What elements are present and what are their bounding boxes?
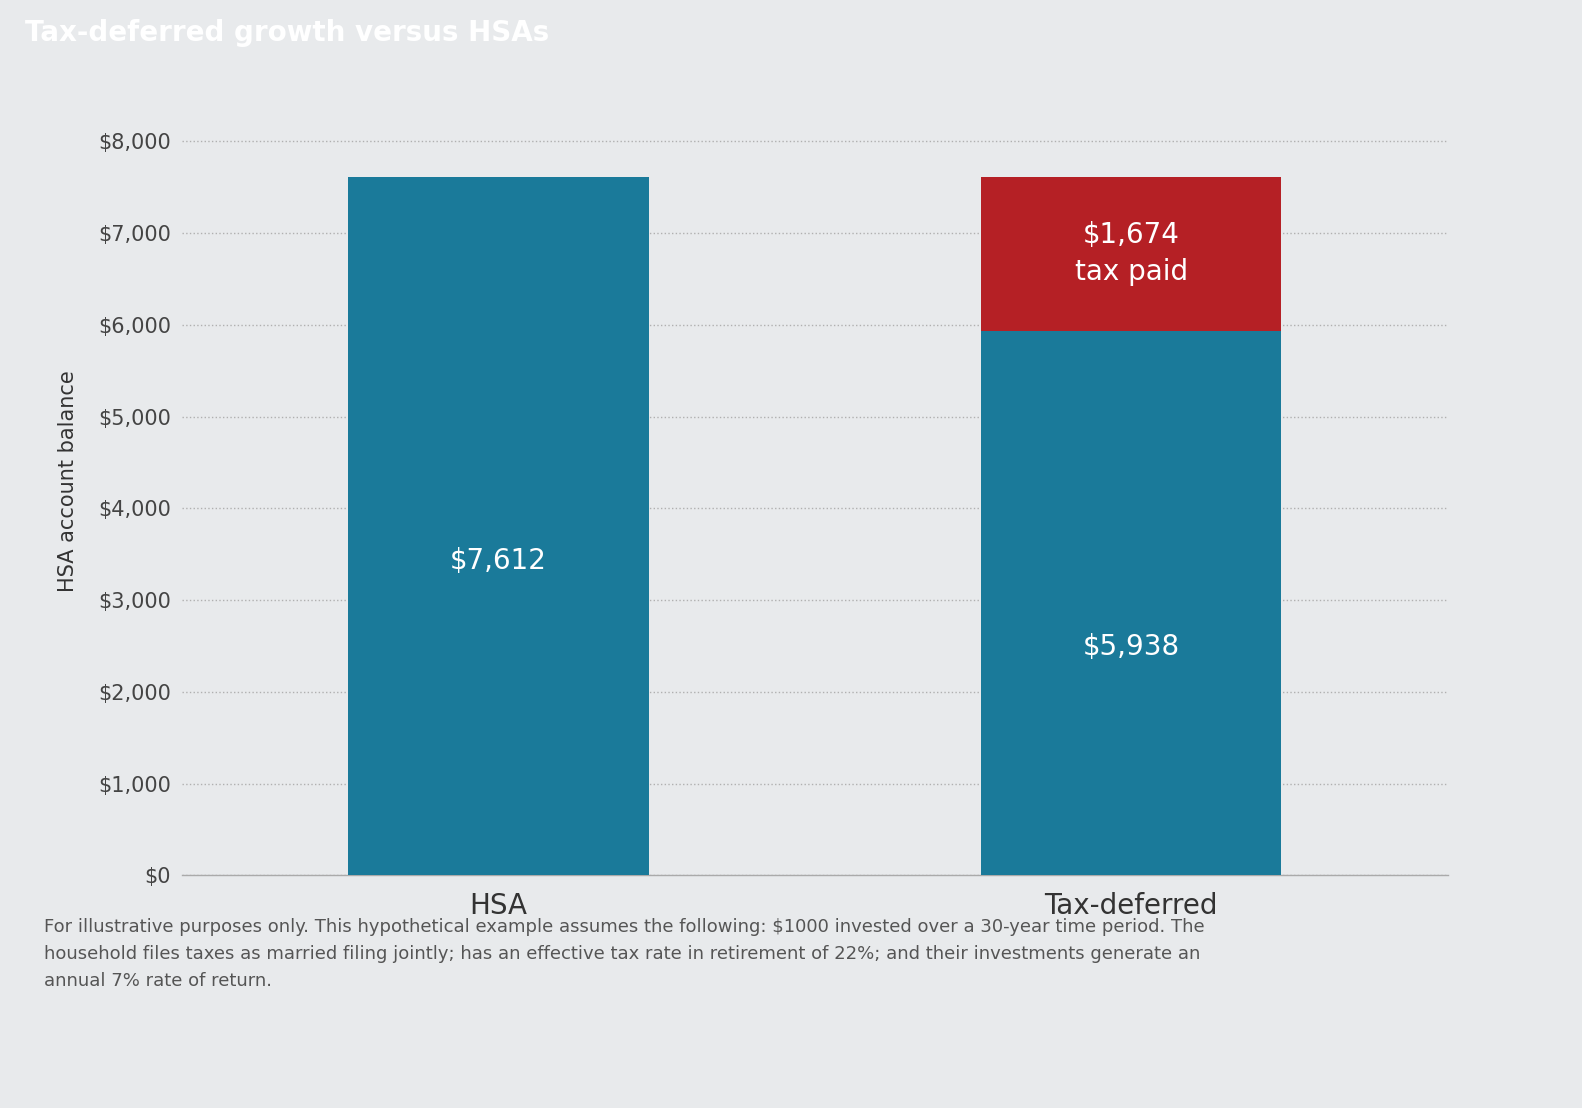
Text: For illustrative purposes only. This hypothetical example assumes the following:: For illustrative purposes only. This hyp…: [44, 917, 1205, 991]
Bar: [981, 330, 1281, 875]
Bar: [348, 177, 649, 875]
Bar: [981, 177, 1281, 330]
Text: $7,612: $7,612: [449, 547, 547, 575]
Text: $1,674
tax paid: $1,674 tax paid: [1074, 222, 1188, 286]
Y-axis label: HSA account balance: HSA account balance: [59, 370, 79, 592]
Text: Tax-deferred growth versus HSAs: Tax-deferred growth versus HSAs: [25, 20, 549, 48]
Text: $5,938: $5,938: [1082, 633, 1180, 660]
